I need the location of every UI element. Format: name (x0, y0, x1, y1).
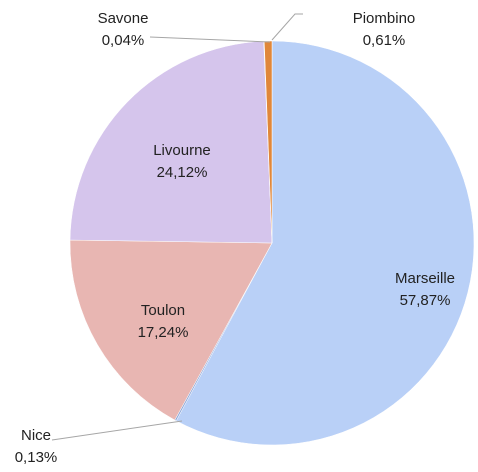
pie-slice (264, 40, 273, 244)
pie-slice (69, 40, 273, 244)
pie (69, 40, 475, 446)
slice-name: Piombino (353, 10, 416, 27)
leader-line (149, 36, 271, 43)
slice-value: 0,13% (15, 449, 58, 466)
slice-value: 57,87% (400, 292, 451, 309)
slice-name: Toulon (141, 302, 185, 319)
slice-value: 24,12% (157, 164, 208, 181)
pie-slice (175, 40, 475, 446)
slice-name: Livourne (153, 142, 211, 159)
slice-name: Savone (98, 10, 149, 27)
slice-name: Nice (21, 427, 51, 444)
slice-value: 17,24% (138, 324, 189, 341)
labels: Marseille 57,87% Nice 0,13% Toulon 17,24% Livo… (15, 10, 455, 466)
pie-slice (69, 239, 273, 421)
slice-value: 0,61% (363, 32, 406, 49)
leader-line (51, 420, 183, 441)
slice-value: 0,04% (102, 32, 145, 49)
slice-name: Marseille (395, 270, 455, 287)
leader-line (271, 13, 303, 41)
